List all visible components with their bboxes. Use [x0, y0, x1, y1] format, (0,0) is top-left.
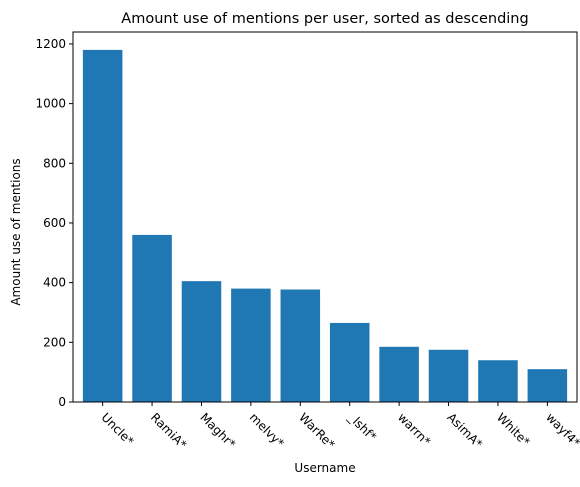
x-tick-label: Uncle* — [99, 410, 137, 448]
x-tick-label: _lshf* — [345, 410, 379, 444]
bars-group — [82, 49, 568, 403]
bar-0 — [82, 49, 123, 403]
y-axis-label: Amount use of mentions — [9, 158, 23, 305]
chart-title: Amount use of mentions per user, sorted … — [121, 11, 528, 27]
bar-6 — [379, 346, 419, 402]
bar-2 — [181, 281, 222, 402]
bar-9 — [527, 369, 568, 402]
x-tick-label: White* — [494, 410, 533, 449]
y-tick-label: 200 — [43, 335, 66, 349]
bar-1 — [132, 234, 172, 402]
bar-8 — [478, 360, 518, 402]
x-tick-label: melvy* — [247, 410, 287, 450]
y-tick-label: 0 — [58, 395, 66, 409]
x-axis-label: Username — [294, 461, 355, 475]
x-tick-label: Maghr* — [197, 410, 238, 451]
y-axis-ticks: 0 200 400 600 800 1000 1200 — [35, 37, 73, 409]
y-tick-label: 1000 — [35, 97, 66, 111]
x-tick-label: RamiA* — [148, 410, 189, 451]
y-tick-label: 400 — [43, 276, 66, 290]
x-tick-label: WarRe* — [296, 410, 337, 451]
plot-frame — [72, 31, 578, 403]
x-tick-label: wayf4* — [543, 410, 580, 450]
bar-5 — [329, 322, 370, 402]
x-axis-ticks: Uncle* RamiA* Maghr* melvy* WarRe* _lshf* warr… — [99, 402, 580, 452]
y-tick-label: 1200 — [35, 37, 66, 51]
bar-7 — [428, 349, 469, 402]
y-tick-label: 800 — [43, 156, 66, 170]
y-tick-label: 600 — [43, 216, 66, 230]
bar-4 — [280, 289, 321, 402]
x-tick-label: warrn* — [395, 410, 433, 448]
x-tick-label: AsimA* — [444, 410, 485, 451]
bar-3 — [231, 288, 271, 402]
